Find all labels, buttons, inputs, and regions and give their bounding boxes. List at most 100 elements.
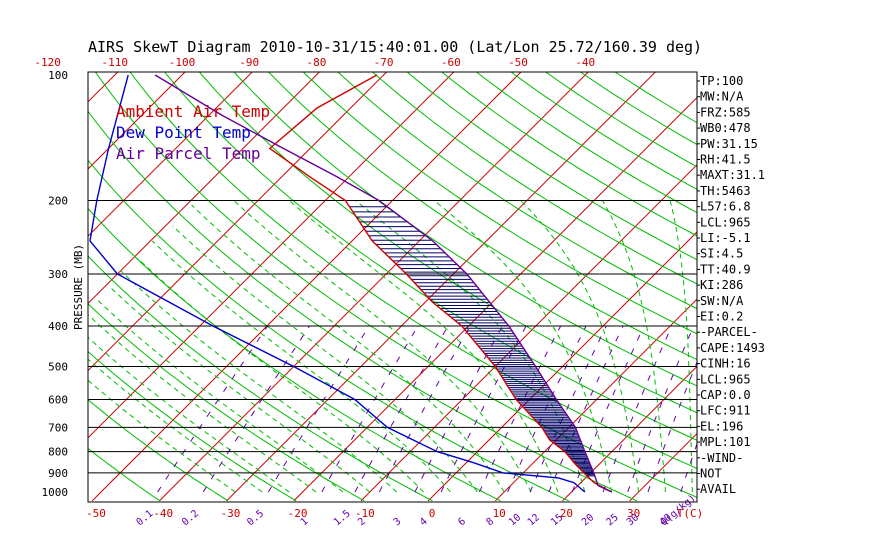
index-label: EI:0.2 <box>700 310 743 324</box>
trace-ambient-air-temp <box>268 74 613 493</box>
mixing-ratio-label: 8 <box>484 516 496 528</box>
isotherm-line <box>159 72 589 502</box>
dry-adiabat-line <box>88 159 570 502</box>
index-label: PW:31.15 <box>700 137 758 151</box>
pressure-tick-label: 100 <box>48 69 68 82</box>
bottom-temp-label: -50 <box>86 507 106 520</box>
index-label: TH:5463 <box>700 184 751 198</box>
index-label: CAPE:1493 <box>700 341 765 355</box>
isotherm-line <box>764 56 870 501</box>
moist-adiabat-line <box>88 379 236 493</box>
bottom-temp-label: 10 <box>493 507 506 520</box>
moist-adiabat-line <box>172 225 478 493</box>
dry-adiabat-line <box>302 72 697 335</box>
moist-adiabat-line <box>191 204 505 493</box>
dry-adiabat-line <box>88 255 433 502</box>
top-temp-label: -60 <box>441 56 461 69</box>
moist-adiabat-line <box>433 200 613 493</box>
bottom-temp-label: -10 <box>355 507 375 520</box>
dry-adiabat-line <box>371 72 697 285</box>
moist-adiabat-line <box>88 358 263 493</box>
index-label: -WIND- <box>700 451 743 465</box>
moist-adiabat-line <box>137 257 424 493</box>
dry-adiabat-line <box>233 72 697 387</box>
moist-adiabat-line <box>601 200 666 493</box>
index-label: WB0:478 <box>700 121 751 135</box>
isotherm-line <box>88 72 455 439</box>
pressure-tick-label: 600 <box>48 393 68 406</box>
pressure-tick-label: 800 <box>48 446 68 459</box>
top-temp-label: -40 <box>575 56 595 69</box>
top-temp-label: -50 <box>508 56 528 69</box>
index-label: MPL:101 <box>700 435 751 449</box>
trace-air-parcel-temp <box>154 74 613 493</box>
isotherm-line <box>293 96 697 502</box>
mixing-ratio-label: 10 <box>507 512 523 528</box>
moist-adiabat-line <box>88 313 317 493</box>
index-label: NOT <box>700 467 722 481</box>
pressure-tick-label: 200 <box>48 195 68 208</box>
index-label: SI:4.5 <box>700 247 743 261</box>
isotherm-line <box>88 72 186 170</box>
index-label: EL:196 <box>700 419 743 433</box>
index-label: FRZ:585 <box>700 105 751 119</box>
mixing-ratio-label: 6 <box>456 516 468 528</box>
mixing-ratio-label: 20 <box>580 512 596 528</box>
top-temp-label: -80 <box>306 56 326 69</box>
index-label: MAXT:31.1 <box>700 168 765 182</box>
moist-adiabat-line <box>96 298 344 493</box>
chart-title: AIRS SkewT Diagram 2010-10-31/15:40:01.0… <box>88 38 702 56</box>
dry-adiabat-line <box>88 303 365 502</box>
index-label: KI:286 <box>700 278 743 292</box>
dry-adiabat-line <box>94 72 697 498</box>
dry-adiabat-line <box>198 72 697 414</box>
mixing-ratio-label: 3 <box>392 516 404 528</box>
mixing-ratio-label: 0.1 <box>134 508 155 528</box>
dry-adiabat-line <box>88 447 161 502</box>
legend-entry: Ambient Air Temp <box>116 102 270 121</box>
mixing-ratio-label: 0.2 <box>180 508 201 528</box>
top-temp-label: -90 <box>239 56 259 69</box>
trace-dew-point-temp <box>89 74 586 493</box>
y-axis-label: PRESSURE (MB) <box>72 244 85 330</box>
isobar-lines <box>87 71 698 503</box>
moist-adiabat-line <box>288 200 559 493</box>
dry-adiabat-line <box>88 110 638 502</box>
top-temp-label: -110 <box>102 56 129 69</box>
index-label: CINH:16 <box>700 357 751 371</box>
mixing-ratio-label: 4 <box>418 516 430 528</box>
index-label: LCL:965 <box>700 215 751 229</box>
pressure-tick-label: 700 <box>48 421 68 434</box>
bottom-temp-label: 20 <box>560 507 573 520</box>
mixing-ratio-line <box>378 325 471 493</box>
mixing-ratio-label: 25 <box>605 512 621 528</box>
isotherm-line <box>427 231 697 502</box>
legend-entry: Dew Point Temp <box>116 123 251 142</box>
isotherm-line <box>88 72 321 305</box>
plot-frame <box>87 71 698 503</box>
mixing-ratio-label: 0.5 <box>245 508 266 528</box>
bottom-temp-label: 30 <box>627 507 640 520</box>
isotherm-line <box>88 72 388 372</box>
dry-adiabat-line <box>88 207 501 502</box>
temp-unit-label: T(C) <box>677 507 704 520</box>
index-label: CAP:0.0 <box>700 388 751 402</box>
mixing-ratio-line <box>202 325 310 493</box>
moist-adiabat-line <box>669 200 693 493</box>
index-label: -PARCEL- <box>700 325 758 339</box>
dry-adiabat-line <box>337 72 697 310</box>
isotherm-line <box>88 72 253 237</box>
mixing-ratio-label: 1.5 <box>332 508 353 528</box>
index-label: SW:N/A <box>700 294 744 308</box>
dry-adiabat-line <box>88 350 297 502</box>
index-label: LFC:911 <box>700 404 751 418</box>
top-temp-label: -100 <box>169 56 196 69</box>
index-label: AVAIL <box>700 482 736 496</box>
legend-entry: Air Parcel Temp <box>116 144 261 163</box>
index-label: MW:N/A <box>700 90 744 104</box>
dry-adiabat-line <box>441 72 697 237</box>
isotherm-line <box>360 164 697 502</box>
legend: Ambient Air Temp Dew Point Temp Air Parcel… <box>116 102 270 163</box>
